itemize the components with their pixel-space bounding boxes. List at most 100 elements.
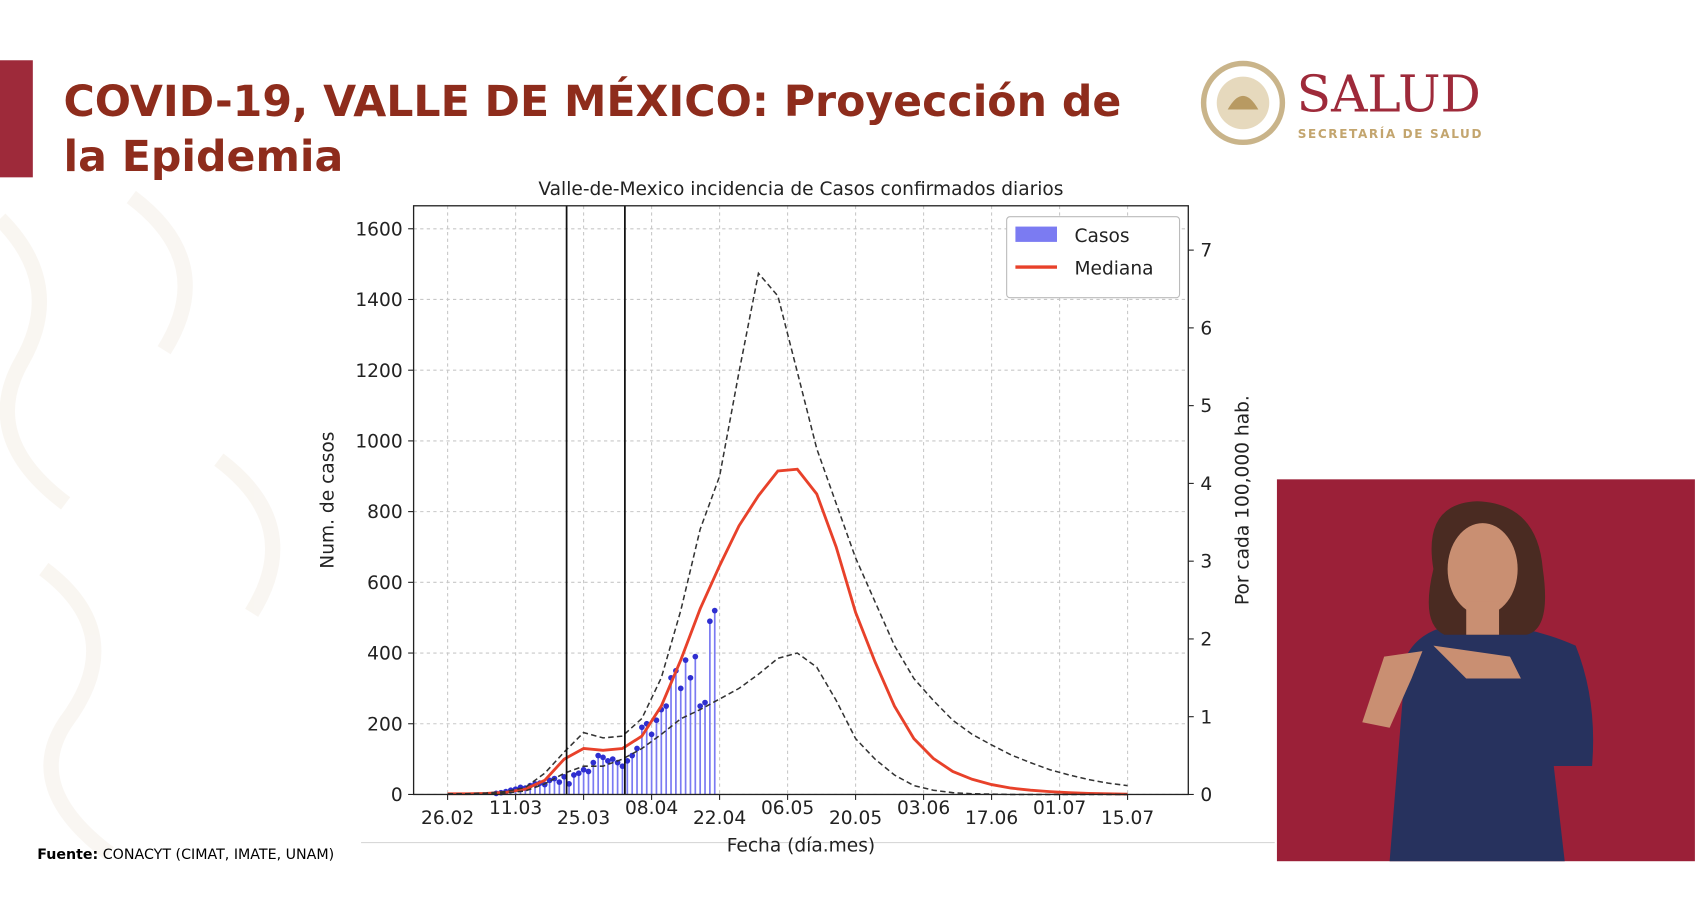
y2-tick-label: 2 — [1200, 630, 1212, 651]
case-dot — [595, 752, 602, 759]
y2-tick-label: 5 — [1200, 396, 1212, 417]
bar — [534, 783, 536, 795]
logo-subtitle: SECRETARÍA DE SALUD — [1298, 126, 1483, 141]
bar — [641, 727, 643, 795]
x-tick-label: 15.07 — [1101, 808, 1154, 829]
case-dot — [566, 781, 572, 787]
y2-axis-label: Por cada 100,000 hab. — [1232, 395, 1253, 605]
bar — [539, 783, 541, 795]
title-accent — [0, 60, 33, 178]
bar — [655, 720, 658, 795]
x-tick-label: 25.03 — [557, 808, 610, 829]
case-dot — [605, 758, 611, 764]
y2-tick-label: 3 — [1200, 552, 1212, 573]
bar — [582, 769, 585, 795]
bar — [631, 755, 634, 795]
case-dot — [619, 763, 626, 770]
source-label: Fuente: — [37, 847, 98, 863]
bar — [650, 734, 653, 795]
y2-tick-label: 1 — [1200, 707, 1212, 728]
case-dot — [600, 754, 606, 761]
case-dot — [624, 758, 631, 764]
bar — [611, 759, 614, 795]
case-dot — [648, 731, 655, 738]
bar — [675, 670, 677, 795]
case-dot — [546, 777, 553, 784]
bar — [704, 702, 706, 795]
bar — [602, 757, 604, 795]
bar — [568, 783, 570, 795]
bar — [670, 677, 672, 795]
case-dot — [663, 703, 670, 709]
y-tick-label: 0 — [391, 785, 403, 806]
legend-label: Casos — [1074, 226, 1129, 247]
bar — [694, 656, 697, 795]
bar — [621, 766, 624, 795]
bar — [529, 785, 532, 795]
bar — [684, 660, 687, 795]
x-tick-label: 20.05 — [829, 808, 882, 829]
x-tick-label: 22.04 — [693, 808, 746, 829]
bar — [679, 688, 682, 795]
bar — [597, 755, 600, 795]
logo-emblem — [1200, 60, 1286, 146]
bar — [607, 760, 609, 795]
case-dot — [677, 685, 684, 692]
logo-title: SALUD — [1297, 65, 1481, 124]
bar — [543, 784, 546, 795]
bar — [573, 775, 575, 795]
bar — [587, 771, 590, 795]
bar — [709, 621, 711, 795]
bar — [660, 709, 663, 795]
footer-source: Fuente: CONACYT (CIMAT, IMATE, UNAM) — [37, 847, 334, 863]
case-dot — [692, 653, 699, 660]
case-dot — [561, 773, 568, 780]
y-tick-label: 1600 — [355, 219, 402, 240]
case-dot — [614, 759, 621, 766]
y-tick-label: 400 — [367, 644, 403, 665]
case-dot — [575, 770, 582, 777]
y2-tick-label: 0 — [1200, 785, 1212, 806]
source-text: CONACYT (CIMAT, IMATE, UNAM) — [103, 847, 334, 863]
case-dot — [711, 607, 718, 614]
bar — [592, 762, 595, 795]
case-dot — [585, 768, 592, 775]
y-tick-label: 1200 — [355, 361, 402, 382]
y-axis-label: Num. de casos — [318, 432, 339, 569]
bar — [553, 778, 556, 795]
y-tick-label: 1000 — [355, 431, 402, 452]
bar — [558, 782, 561, 795]
case-dot — [609, 756, 616, 762]
case-dot — [634, 745, 640, 752]
bar — [626, 760, 629, 795]
case-dot — [590, 759, 597, 766]
case-dot — [639, 724, 645, 731]
case-dot — [580, 766, 587, 773]
bar — [577, 773, 580, 795]
y-tick-label: 1400 — [355, 290, 402, 311]
y2-tick-label: 7 — [1200, 241, 1212, 262]
slide-title: COVID-19, VALLE DE MÉXICO: Proyección de — [63, 76, 1121, 127]
case-dot — [629, 752, 636, 759]
case-dot — [682, 657, 689, 663]
x-tick-label: 03.06 — [897, 798, 950, 819]
bar — [636, 748, 638, 795]
background-pattern — [0, 190, 281, 860]
case-dot — [571, 772, 577, 778]
bar — [689, 677, 692, 795]
x-tick-label: 01.07 — [1033, 798, 1086, 819]
case-dot — [556, 779, 563, 785]
legend-label: Mediana — [1074, 259, 1153, 280]
x-tick-label: 08.04 — [625, 798, 678, 819]
y-tick-label: 800 — [367, 502, 403, 523]
y-tick-label: 200 — [367, 714, 403, 735]
bar — [699, 706, 702, 795]
case-dot — [687, 674, 694, 681]
x-tick-label: 26.02 — [421, 808, 474, 829]
bar — [665, 706, 668, 795]
bar — [548, 780, 551, 795]
bar — [524, 788, 527, 795]
bar — [563, 776, 566, 795]
chart-title: Valle-de-Mexico incidencia de Casos conf… — [538, 179, 1063, 200]
